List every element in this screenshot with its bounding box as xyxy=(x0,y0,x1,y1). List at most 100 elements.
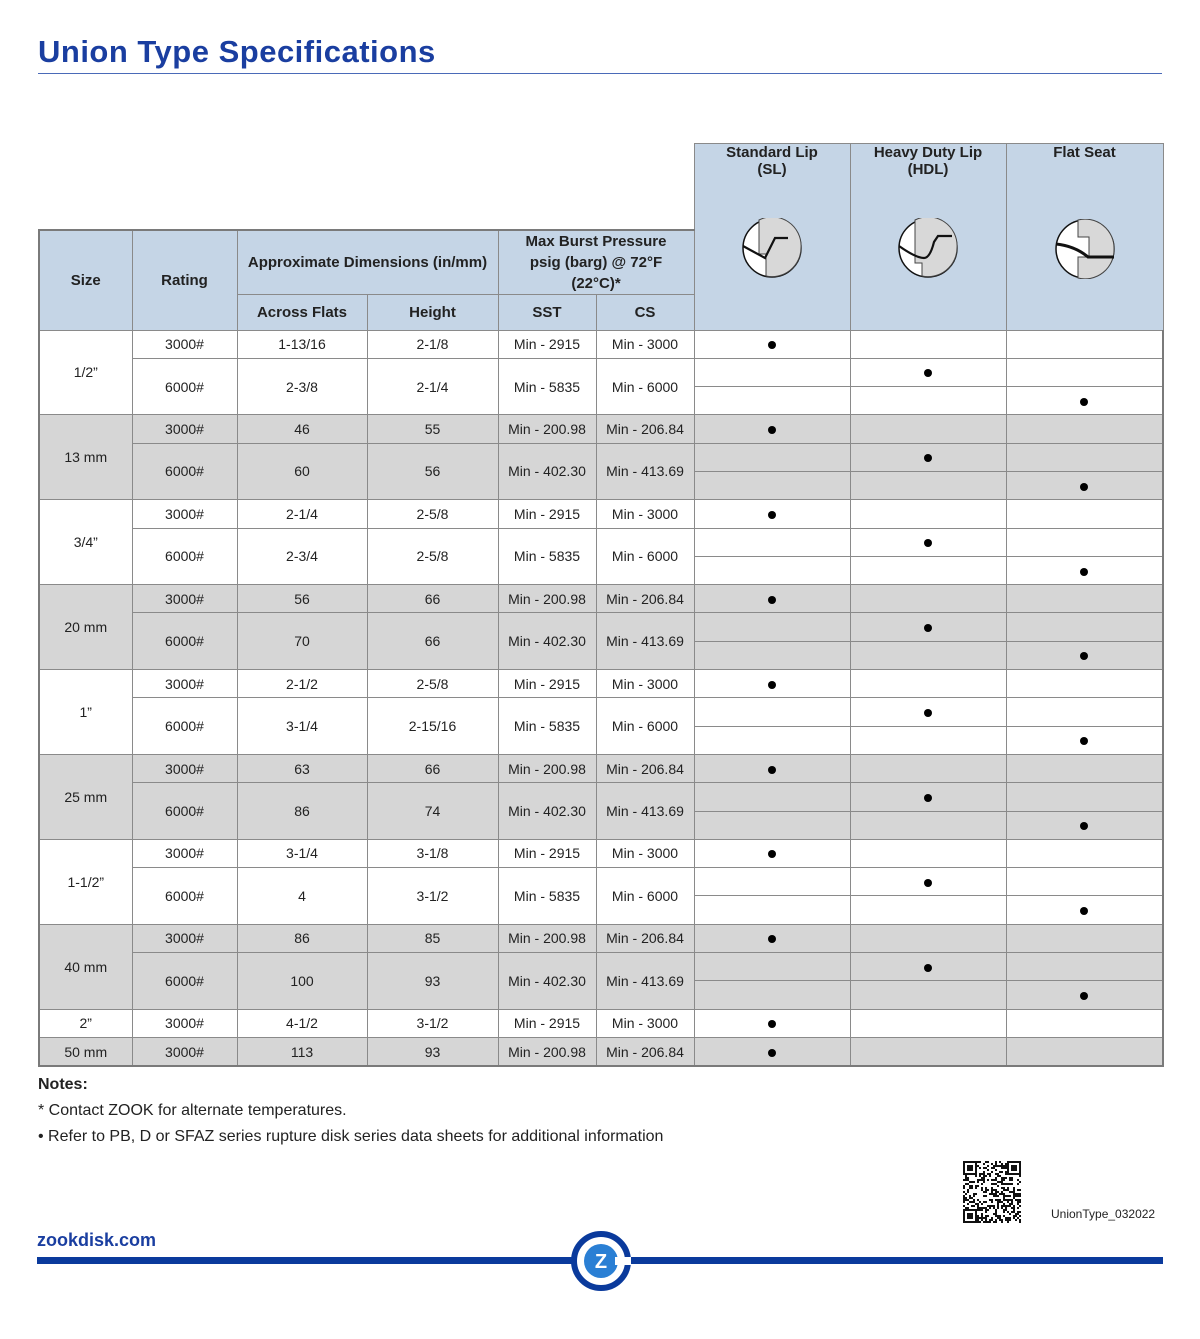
cell-sl xyxy=(693,725,851,755)
cell-sl xyxy=(693,810,851,840)
table-row xyxy=(39,895,1164,925)
cell-hdl xyxy=(849,867,1007,897)
cell-hdl xyxy=(849,810,1007,840)
cell-fs xyxy=(1005,867,1164,897)
cell-fs xyxy=(1005,1008,1164,1038)
cell-fs xyxy=(1005,386,1164,416)
availability-dot-icon xyxy=(1080,652,1089,661)
cell-height: 3-1/8 xyxy=(366,838,499,869)
cell-cs: Min - 6000 xyxy=(595,867,695,925)
cell-fs xyxy=(1005,923,1164,954)
table-body: 1/2” 3000# 1-13/16 2-1/8 Min - 2915 Min - 300… xyxy=(38,329,1164,1068)
cell-size: 13 mm xyxy=(38,414,133,501)
cell-hdl xyxy=(849,640,1007,671)
cell-cs: Min - 413.69 xyxy=(595,612,695,671)
cell-sl xyxy=(693,895,851,925)
cell-height: 2-5/8 xyxy=(366,499,499,529)
cell-fs xyxy=(1005,782,1164,812)
cell-fs xyxy=(1005,697,1164,727)
cell-sst: Min - 2915 xyxy=(497,669,597,699)
cell-sst: Min - 402.30 xyxy=(497,442,597,501)
availability-dot-icon xyxy=(924,709,932,717)
cell-fs xyxy=(1005,980,1164,1010)
header-spacer xyxy=(39,143,694,231)
cell-fs xyxy=(1005,527,1164,557)
availability-dot-icon xyxy=(768,341,776,350)
cell-across-flats: 2-1/2 xyxy=(236,669,368,699)
cell-height: 2-1/8 xyxy=(366,329,499,359)
cell-across-flats: 2-1/4 xyxy=(236,499,368,529)
seat-label: Heavy Duty Lip (HDL) xyxy=(873,144,983,178)
table-row xyxy=(39,810,1164,840)
cell-sl xyxy=(693,414,851,444)
cell-sl xyxy=(693,669,851,699)
cell-sl xyxy=(693,1036,851,1068)
table-row: 50 mm 3000# 113 93 Min - 200.98 Min - 206.84 xyxy=(38,1036,1164,1068)
cell-across-flats: 46 xyxy=(236,414,368,444)
table-row: 1-1/2” 3000# 3-1/4 3-1/8 Min - 2915 Min - 300… xyxy=(38,838,1164,925)
cell-cs: Min - 206.84 xyxy=(595,584,695,614)
cell-cs: Min - 413.69 xyxy=(595,442,695,501)
cell-cs: Min - 413.69 xyxy=(595,952,695,1010)
cell-sst: Min - 200.98 xyxy=(497,1036,597,1068)
zook-logo-icon: Z xyxy=(571,1231,631,1291)
cell-sst: Min - 200.98 xyxy=(497,584,597,614)
document-id: UnionType_032022 xyxy=(1051,1207,1156,1221)
table-row: 20 mm 3000# 56 66 Min - 200.98 Min - 206.84 xyxy=(38,584,1164,671)
col-cs: CS xyxy=(595,293,695,331)
cell-size: 3/4” xyxy=(38,499,133,586)
cell-rating: 3000# xyxy=(131,584,238,614)
availability-dot-icon xyxy=(1080,482,1089,491)
cell-across-flats: 63 xyxy=(236,753,368,784)
availability-dot-icon xyxy=(924,624,932,633)
cell-hdl xyxy=(849,414,1007,444)
cell-sl xyxy=(693,499,851,529)
col-dimensions: Approximate Dimensions (in/mm) xyxy=(236,229,499,295)
cell-across-flats: 4-1/2 xyxy=(236,1008,368,1038)
cell-rating: 6000# xyxy=(131,357,238,416)
header-flat-seat: Flat Seat xyxy=(1005,143,1164,331)
cell-sst: Min - 5835 xyxy=(497,697,597,755)
cell-height: 2-1/4 xyxy=(366,357,499,416)
cell-sl xyxy=(693,640,851,671)
cell-hdl xyxy=(849,442,1007,472)
cell-rating: 6000# xyxy=(131,867,238,925)
availability-dot-icon xyxy=(924,963,932,972)
heavy-duty-lip-icon xyxy=(898,218,958,278)
cell-hdl xyxy=(849,895,1007,925)
cell-cs: Min - 3000 xyxy=(595,1008,695,1038)
website-link[interactable]: zookdisk.com xyxy=(37,1230,157,1250)
seat-label: Standard Lip (SL) xyxy=(726,144,818,178)
cell-cs: Min - 413.69 xyxy=(595,782,695,840)
cell-fs xyxy=(1005,584,1164,614)
cell-rating: 3000# xyxy=(131,499,238,529)
cell-fs xyxy=(1005,810,1164,840)
cell-height: 66 xyxy=(366,584,499,614)
cell-size: 20 mm xyxy=(38,584,133,671)
cell-sst: Min - 5835 xyxy=(497,357,597,416)
cell-sst: Min - 2915 xyxy=(497,1008,597,1038)
cell-across-flats: 3-1/4 xyxy=(236,838,368,869)
spec-table: Standard Lip (SL) Heavy Duty Lip (HDL) F… xyxy=(38,143,1164,1068)
cell-sst: Min - 2915 xyxy=(497,499,597,529)
cell-sl xyxy=(693,442,851,472)
col-across-flats: Across Flats xyxy=(236,293,368,331)
cell-rating: 6000# xyxy=(131,697,238,755)
availability-dot-icon xyxy=(768,1048,776,1057)
cell-sst: Min - 200.98 xyxy=(497,753,597,784)
header-standard-lip: Standard Lip (SL) xyxy=(693,143,851,331)
cell-rating: 6000# xyxy=(131,782,238,840)
qr-code-icon xyxy=(963,1161,1021,1223)
cell-cs: Min - 6000 xyxy=(595,527,695,586)
cell-sl xyxy=(693,697,851,727)
cell-across-flats: 60 xyxy=(236,442,368,501)
cell-hdl xyxy=(849,669,1007,699)
availability-dot-icon xyxy=(768,935,776,944)
cell-hdl xyxy=(849,952,1007,982)
cell-across-flats: 2-3/4 xyxy=(236,527,368,586)
availability-dot-icon xyxy=(768,850,776,859)
cell-across-flats: 100 xyxy=(236,952,368,1010)
cell-cs: Min - 3000 xyxy=(595,329,695,359)
cell-size: 25 mm xyxy=(38,753,133,840)
availability-dot-icon xyxy=(768,680,776,689)
